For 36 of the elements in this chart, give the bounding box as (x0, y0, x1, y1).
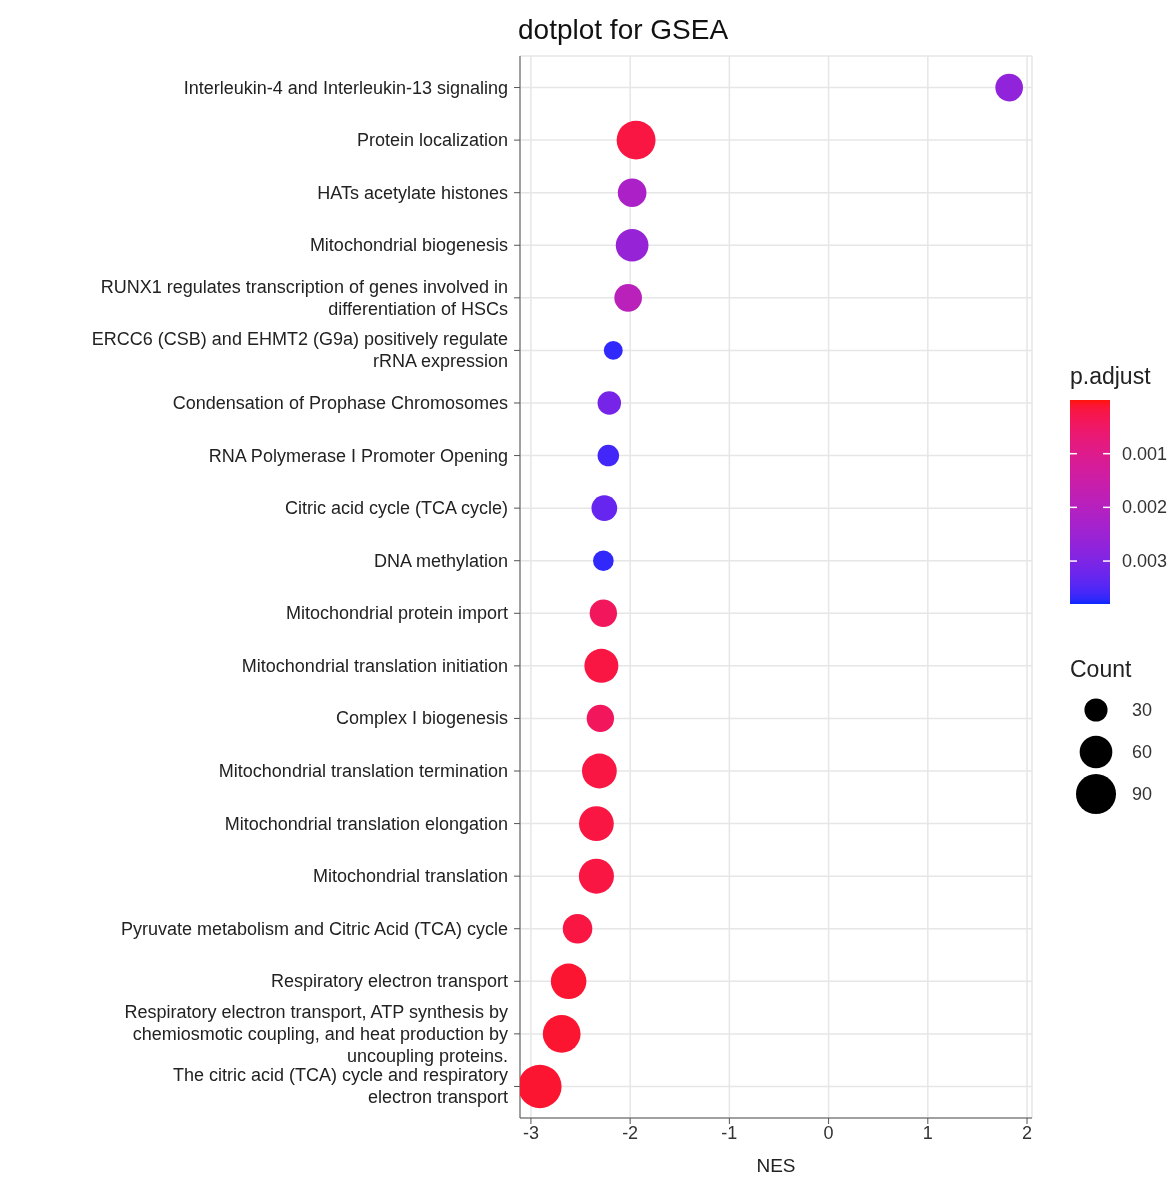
y-tick-label: Protein localization (356, 130, 508, 151)
y-tick-label: Mitochondrial biogenesis (309, 235, 508, 256)
y-tick-label: DNA methylation (373, 550, 508, 571)
y-tick-label: HATs acetylate histones (317, 182, 508, 203)
y-tick-label: Mitochondrial translation termination (218, 761, 508, 782)
y-tick-label: Mitochondrial protein import (285, 603, 508, 624)
x-axis-title: NES (756, 1155, 796, 1176)
legend-label: 30 (1132, 700, 1153, 720)
y-tick-label: RNA Polymerase I Promoter Opening (208, 445, 508, 466)
x-tick-label: 2 (1022, 1122, 1033, 1143)
color-bar-label: 0.001 (1122, 443, 1168, 464)
x-tick-label: -1 (721, 1122, 738, 1143)
legend-title: Count (1070, 656, 1133, 683)
color-bar-label: 0.002 (1122, 497, 1168, 518)
y-tick-label: ERCC6 (CSB) and EHMT2 (G9a) positively regulate rRNA expression (91, 329, 508, 372)
legend-label: 60 (1132, 742, 1153, 762)
y-tick-label: Mitochondrial translation (312, 866, 508, 887)
y-tick-label: Respiratory electron transport, ATP synthesis by chemiosmotic coupling, and heat production by uncoupling proteins. (124, 1001, 508, 1066)
x-tick-label: -2 (622, 1122, 639, 1143)
y-tick-label: The citric acid (TCA) cycle and respiratory electron transport (172, 1065, 508, 1108)
y-tick-label: Mitochondrial translation elongation (224, 813, 508, 834)
chart-title: dotplot for GSEA (518, 14, 729, 46)
x-tick-label: 0 (823, 1122, 834, 1143)
y-tick-label: Condensation of Prophase Chromosomes (172, 392, 508, 413)
color-bar-label: 0.003 (1122, 551, 1168, 572)
y-tick-label: Pyruvate metabolism and Citric Acid (TCA) cycle (120, 918, 508, 939)
y-tick-label: Interleukin-4 and Interleukin-13 signaling (183, 77, 508, 98)
y-tick-label: RUNX1 regulates transcription of genes involved in differentiation of HSCs (100, 276, 508, 319)
legend-label: 90 (1132, 784, 1153, 804)
x-tick-label: 1 (922, 1122, 933, 1143)
x-tick-label: -3 (522, 1122, 539, 1143)
color-bar-title: p.adjust (1070, 363, 1152, 390)
y-tick-label: Complex I biogenesis (335, 708, 508, 729)
y-tick-label: Citric acid cycle (TCA cycle) (284, 498, 508, 519)
y-tick-label: Respiratory electron transport (270, 971, 508, 992)
y-tick-label: Mitochondrial translation initiation (241, 655, 508, 676)
